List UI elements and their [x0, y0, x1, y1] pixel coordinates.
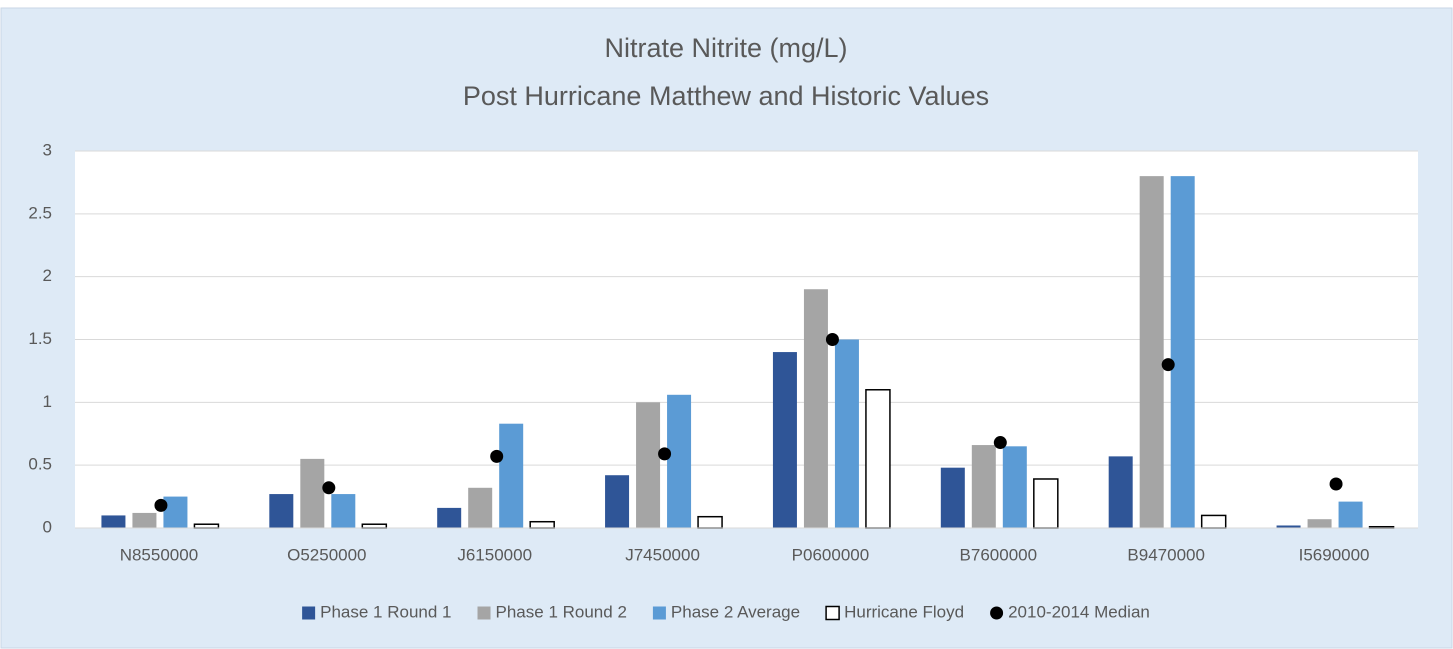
bar [772, 352, 797, 528]
bar [697, 515, 723, 529]
bar [361, 523, 388, 529]
median-dot [490, 449, 504, 463]
chart-title: Nitrate Nitrite (mg/L) [604, 33, 847, 63]
x-tick-label: J7450000 [625, 545, 700, 564]
legend-marker [990, 606, 1004, 620]
legend-label: 2010-2014 Median [1008, 602, 1150, 621]
bar [300, 458, 325, 528]
y-tick-label: 1 [43, 392, 52, 411]
bar [331, 494, 356, 528]
bar [101, 515, 126, 528]
bar [163, 496, 188, 528]
bar [636, 402, 661, 528]
bar [1002, 446, 1027, 528]
bar [1108, 456, 1133, 528]
x-tick-label: I5690000 [1299, 545, 1370, 564]
y-tick-label: 0 [43, 517, 52, 536]
bar [529, 520, 555, 529]
bar [269, 494, 294, 528]
median-dot [1161, 358, 1175, 372]
bar [1307, 519, 1332, 528]
median-dot [658, 447, 672, 461]
legend-marker [652, 606, 666, 620]
legend-label: Hurricane Floyd [844, 602, 964, 621]
median-dot [825, 333, 839, 346]
bar [499, 423, 524, 528]
median-dot [1329, 477, 1343, 491]
legend-marker [302, 606, 316, 620]
y-tick-label: 2 [43, 266, 52, 285]
bar [667, 394, 692, 528]
bar [132, 512, 157, 528]
x-tick-label: O5250000 [287, 545, 366, 564]
bar [865, 389, 891, 529]
bar [437, 507, 462, 528]
bar [834, 339, 859, 528]
x-tick-label: J6150000 [457, 545, 532, 564]
page-top [0, 0, 1453, 8]
legend-marker [825, 605, 840, 621]
y-tick-label: 2.5 [28, 203, 52, 222]
median-dot [993, 436, 1007, 450]
bar [1338, 501, 1363, 528]
bar [1276, 525, 1301, 528]
x-tick-label: P0600000 [792, 545, 870, 564]
median-dot [322, 481, 336, 495]
legend-marker [477, 606, 491, 620]
x-tick-label: N8550000 [120, 545, 198, 564]
bar [1033, 478, 1059, 529]
bar [803, 289, 828, 528]
bar [940, 467, 965, 528]
x-tick-label: B9470000 [1127, 545, 1205, 564]
median-dot [154, 498, 168, 512]
bar [605, 475, 630, 528]
chart-subtitle: Post Hurricane Matthew and Historic Valu… [463, 81, 989, 111]
y-tick-label: 0.5 [28, 455, 52, 474]
legend-label: Phase 2 Average [671, 602, 800, 621]
bar [1170, 176, 1195, 528]
legend-label: Phase 1 Round 1 [320, 602, 451, 621]
bar [193, 523, 220, 529]
y-tick-label: 1.5 [28, 329, 52, 348]
bar [1200, 514, 1227, 529]
legend-label: Phase 1 Round 2 [496, 602, 627, 621]
bar [468, 487, 493, 528]
bar [971, 445, 996, 528]
y-tick-label: 3 [43, 140, 52, 159]
x-tick-label: B7600000 [960, 545, 1038, 564]
bar [1139, 176, 1164, 528]
